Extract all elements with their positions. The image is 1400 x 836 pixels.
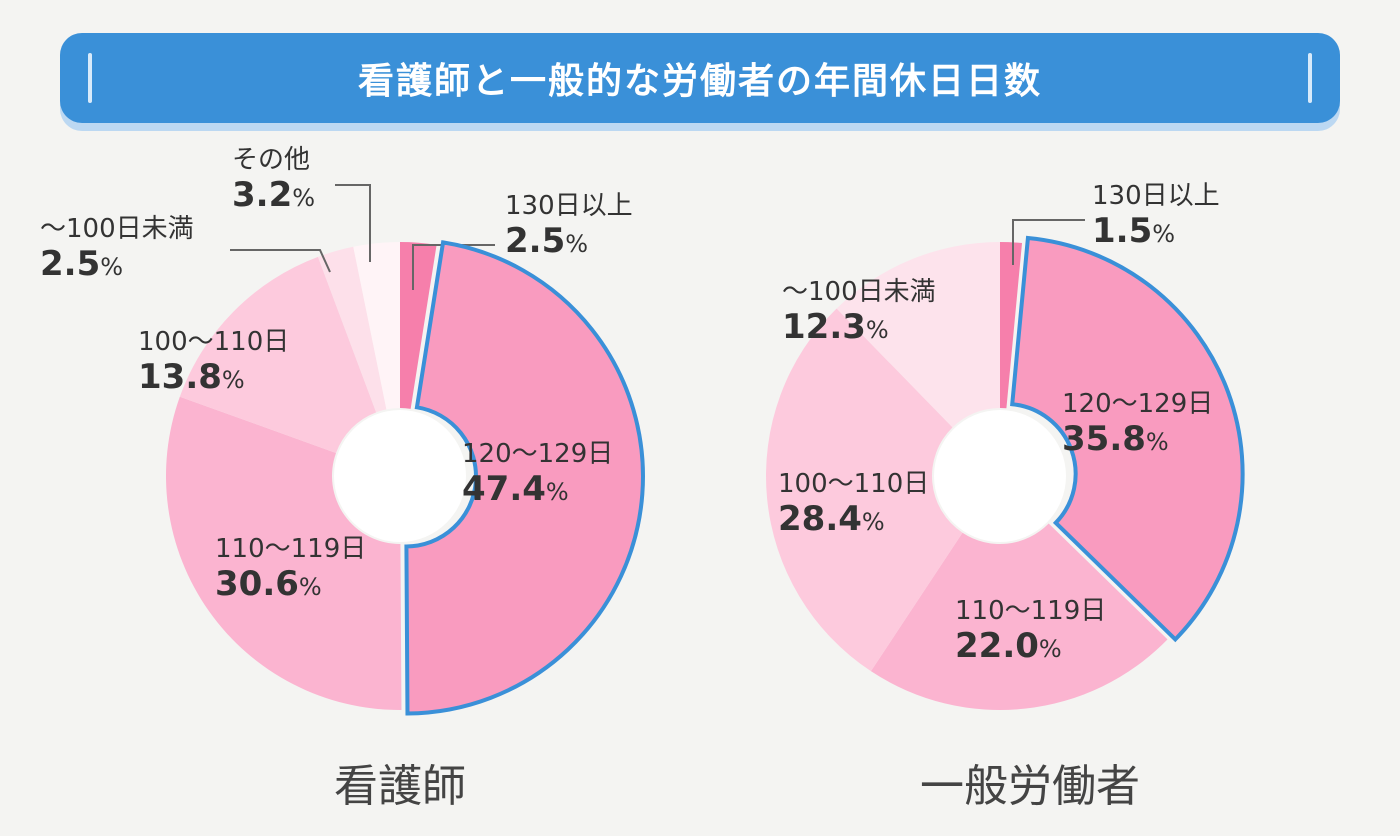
pie-slice xyxy=(166,396,402,710)
pie-slice xyxy=(353,242,400,410)
slice-category: 120〜129日 xyxy=(462,439,614,469)
slice-value: 2.5% xyxy=(40,243,124,284)
slice-value: 30.6% xyxy=(215,563,322,604)
slice-label: 110〜119日 30.6% xyxy=(215,534,367,604)
slice-label: 100〜110日 13.8% xyxy=(138,327,290,397)
slice-category: 130日以上 xyxy=(505,191,633,221)
slice-label: 130日以上 2.5% xyxy=(505,191,633,261)
slice-value: 13.8% xyxy=(138,356,245,397)
slice-value: 47.4% xyxy=(462,468,569,509)
slice-category: 〜100日未満 xyxy=(782,277,936,307)
slice-value: 3.2% xyxy=(232,174,316,215)
title-bar-left xyxy=(88,53,92,103)
slice-category: 110〜119日 xyxy=(955,596,1107,626)
slice-label: 120〜129日 47.4% xyxy=(462,439,614,509)
pie-slice xyxy=(870,523,1168,711)
pie-slice xyxy=(1000,242,1023,409)
donut-hole xyxy=(934,410,1066,542)
slice-category: その他 xyxy=(232,145,311,175)
pie-slice xyxy=(836,242,1000,428)
slice-value: 1.5% xyxy=(1092,210,1176,251)
slice-category: 100〜110日 xyxy=(778,469,930,499)
slice-category: 110〜119日 xyxy=(215,534,367,564)
chart-title-banner: 看護師と一般的な労働者の年間休日日数 xyxy=(60,33,1340,123)
leader-line xyxy=(335,184,371,262)
pie-slice xyxy=(404,240,645,716)
slice-category: 120〜129日 xyxy=(1062,389,1214,419)
leader-line xyxy=(1012,219,1085,265)
pie-slice xyxy=(1010,235,1245,643)
slice-label: 130日以上 1.5% xyxy=(1092,181,1220,251)
donut-hole xyxy=(334,410,466,542)
slice-value: 22.0% xyxy=(955,625,1062,666)
slice-label: 〜100日未満 2.5% xyxy=(40,214,194,284)
slice-label: 120〜129日 35.8% xyxy=(1062,389,1214,459)
slice-label: 〜100日未満 12.3% xyxy=(782,277,936,347)
slice-value: 35.8% xyxy=(1062,418,1169,459)
pie-caption-nurse: 看護師 xyxy=(334,761,466,812)
pie-slice xyxy=(400,242,437,409)
slice-category: 〜100日未満 xyxy=(40,214,194,244)
slice-category: 130日以上 xyxy=(1092,181,1220,211)
slice-value: 2.5% xyxy=(505,220,589,261)
pie-slice xyxy=(179,256,377,453)
pie-slice xyxy=(317,246,387,413)
slice-label: 110〜119日 22.0% xyxy=(955,596,1107,666)
chart-title: 看護師と一般的な労働者の年間休日日数 xyxy=(357,61,1042,102)
slice-value: 28.4% xyxy=(778,498,885,539)
pie-slice xyxy=(766,308,963,672)
title-bar-right xyxy=(1308,53,1312,103)
pie-caption-general: 一般労働者 xyxy=(920,761,1140,812)
slice-category: 100〜110日 xyxy=(138,327,290,357)
leader-line xyxy=(412,244,495,290)
slice-label: 100〜110日 28.4% xyxy=(778,469,930,539)
leader-line xyxy=(230,249,331,273)
slice-value: 12.3% xyxy=(782,306,889,347)
slice-label: その他 3.2% xyxy=(232,145,316,215)
